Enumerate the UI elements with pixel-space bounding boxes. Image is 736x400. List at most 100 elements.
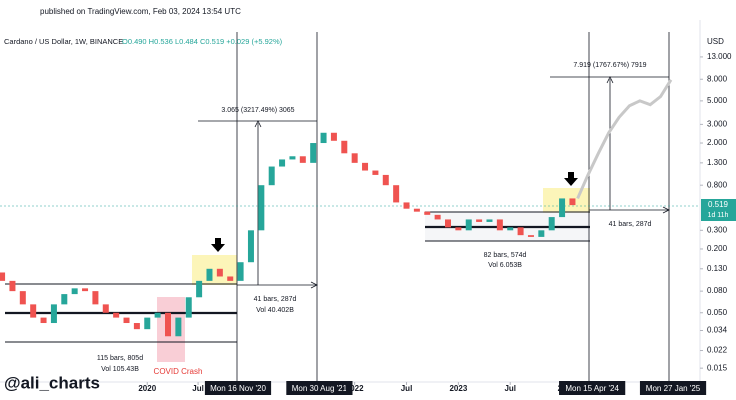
y-tick-label: 0.022 xyxy=(707,346,728,355)
candle xyxy=(320,132,327,144)
arrow-head xyxy=(606,76,614,84)
y-tick-label: 0.015 xyxy=(707,363,728,372)
candle xyxy=(310,143,317,163)
candle xyxy=(372,170,379,175)
x-tick-label: 2022 xyxy=(346,384,364,393)
candle xyxy=(144,317,151,330)
candle xyxy=(30,304,37,318)
candle xyxy=(216,268,223,277)
candle xyxy=(50,304,57,324)
y-tick-label: 0.130 xyxy=(707,264,728,273)
candle xyxy=(445,219,451,228)
candle xyxy=(330,132,337,141)
x-tick-badge xyxy=(286,381,353,395)
y-tick-label: 5.000 xyxy=(707,96,728,105)
y-tick-label: 0.300 xyxy=(707,225,728,234)
arrow-head xyxy=(254,120,262,128)
candle xyxy=(362,162,369,171)
countdown: 1d 11h xyxy=(708,212,729,219)
annotation: 41 bars, 287d xyxy=(609,221,652,228)
x-tick-label: Jul xyxy=(504,384,516,393)
candle xyxy=(19,291,26,305)
chart-subtitle: Cardano / US Dollar, 1W, BINANCE xyxy=(4,37,123,46)
labels: published on TradingView.com, Feb 03, 20… xyxy=(4,7,736,395)
candle xyxy=(40,317,47,324)
candle xyxy=(0,272,6,281)
y-tick-label: 0.080 xyxy=(707,286,728,295)
candle xyxy=(165,312,171,337)
x-tick-label: Mon 15 Apr '24 xyxy=(565,384,619,393)
y-tick-label: 0.800 xyxy=(707,180,728,189)
candle xyxy=(123,317,130,324)
candle xyxy=(247,230,254,263)
y-tick-label: 8.000 xyxy=(707,74,728,83)
candle xyxy=(434,214,441,220)
x-tick-label: Mon 27 Jan '25 xyxy=(646,384,701,393)
marks xyxy=(0,56,703,385)
candle xyxy=(465,219,472,231)
x-tick-label: Mon 16 Nov '20 xyxy=(210,384,266,393)
annotation: 82 bars, 574d xyxy=(484,252,527,259)
candle xyxy=(71,288,78,295)
candle xyxy=(548,217,555,231)
candle xyxy=(61,294,68,305)
candle xyxy=(403,202,410,209)
x-tick-label: 2023 xyxy=(449,384,467,393)
candle xyxy=(486,219,493,222)
annotation: 7.919 (1767.67%) 7919 xyxy=(573,62,646,69)
candle xyxy=(517,227,524,236)
candle xyxy=(496,219,503,231)
candle xyxy=(413,208,420,212)
candle xyxy=(185,297,192,318)
annotation: Vol 40.402B xyxy=(256,307,294,314)
y-tick-label: 13.000 xyxy=(707,52,732,61)
candle xyxy=(569,198,576,206)
annotation: COVID Crash xyxy=(154,367,203,376)
annotation: 3.065 (3217.49%) 3065 xyxy=(221,107,294,114)
candle xyxy=(507,227,514,231)
candle xyxy=(82,288,89,292)
x-tick-label: Jul xyxy=(401,384,413,393)
x-tick-label: 2020 xyxy=(138,384,156,393)
candle xyxy=(92,291,99,305)
y-tick-label: 3.000 xyxy=(707,119,728,128)
candle xyxy=(154,312,161,318)
y-axis-label: USD xyxy=(707,37,724,46)
annotation: Vol 6.053B xyxy=(488,262,522,269)
y-tick-label: 0.200 xyxy=(707,244,728,253)
candle xyxy=(351,153,358,163)
ohlc-text: O0.490 H0.536 L0.484 C0.519 +0.029 (+5.9… xyxy=(122,37,283,46)
arrow-head xyxy=(662,206,670,214)
candle xyxy=(299,156,306,163)
candle xyxy=(393,185,400,203)
candle xyxy=(227,276,234,281)
candle xyxy=(455,227,462,231)
x-tick-badge xyxy=(559,381,626,395)
highlight-box xyxy=(543,188,590,213)
candle xyxy=(538,230,545,237)
price-badge xyxy=(701,199,736,221)
y-tick-label: 1.300 xyxy=(707,158,728,167)
x-tick-label: Mon 30 Aug '21 xyxy=(292,384,348,393)
candle xyxy=(9,280,16,292)
candle xyxy=(279,159,286,167)
candle xyxy=(196,280,203,298)
price-label: 0.519 xyxy=(708,200,729,209)
candle xyxy=(113,312,120,318)
candle xyxy=(559,198,566,218)
down-arrow xyxy=(564,172,578,186)
x-tick-badge xyxy=(204,381,272,395)
candle xyxy=(476,219,483,222)
down-arrow xyxy=(211,238,225,252)
watermark: @ali_charts xyxy=(4,373,100,392)
candle xyxy=(237,262,244,281)
y-tick-label: 2.000 xyxy=(707,138,728,147)
x-tick-badge xyxy=(639,381,707,395)
candle xyxy=(206,268,213,281)
candle xyxy=(102,304,109,313)
candle xyxy=(175,317,182,337)
annotation: 115 bars, 805d xyxy=(97,355,143,362)
candle xyxy=(382,174,389,186)
